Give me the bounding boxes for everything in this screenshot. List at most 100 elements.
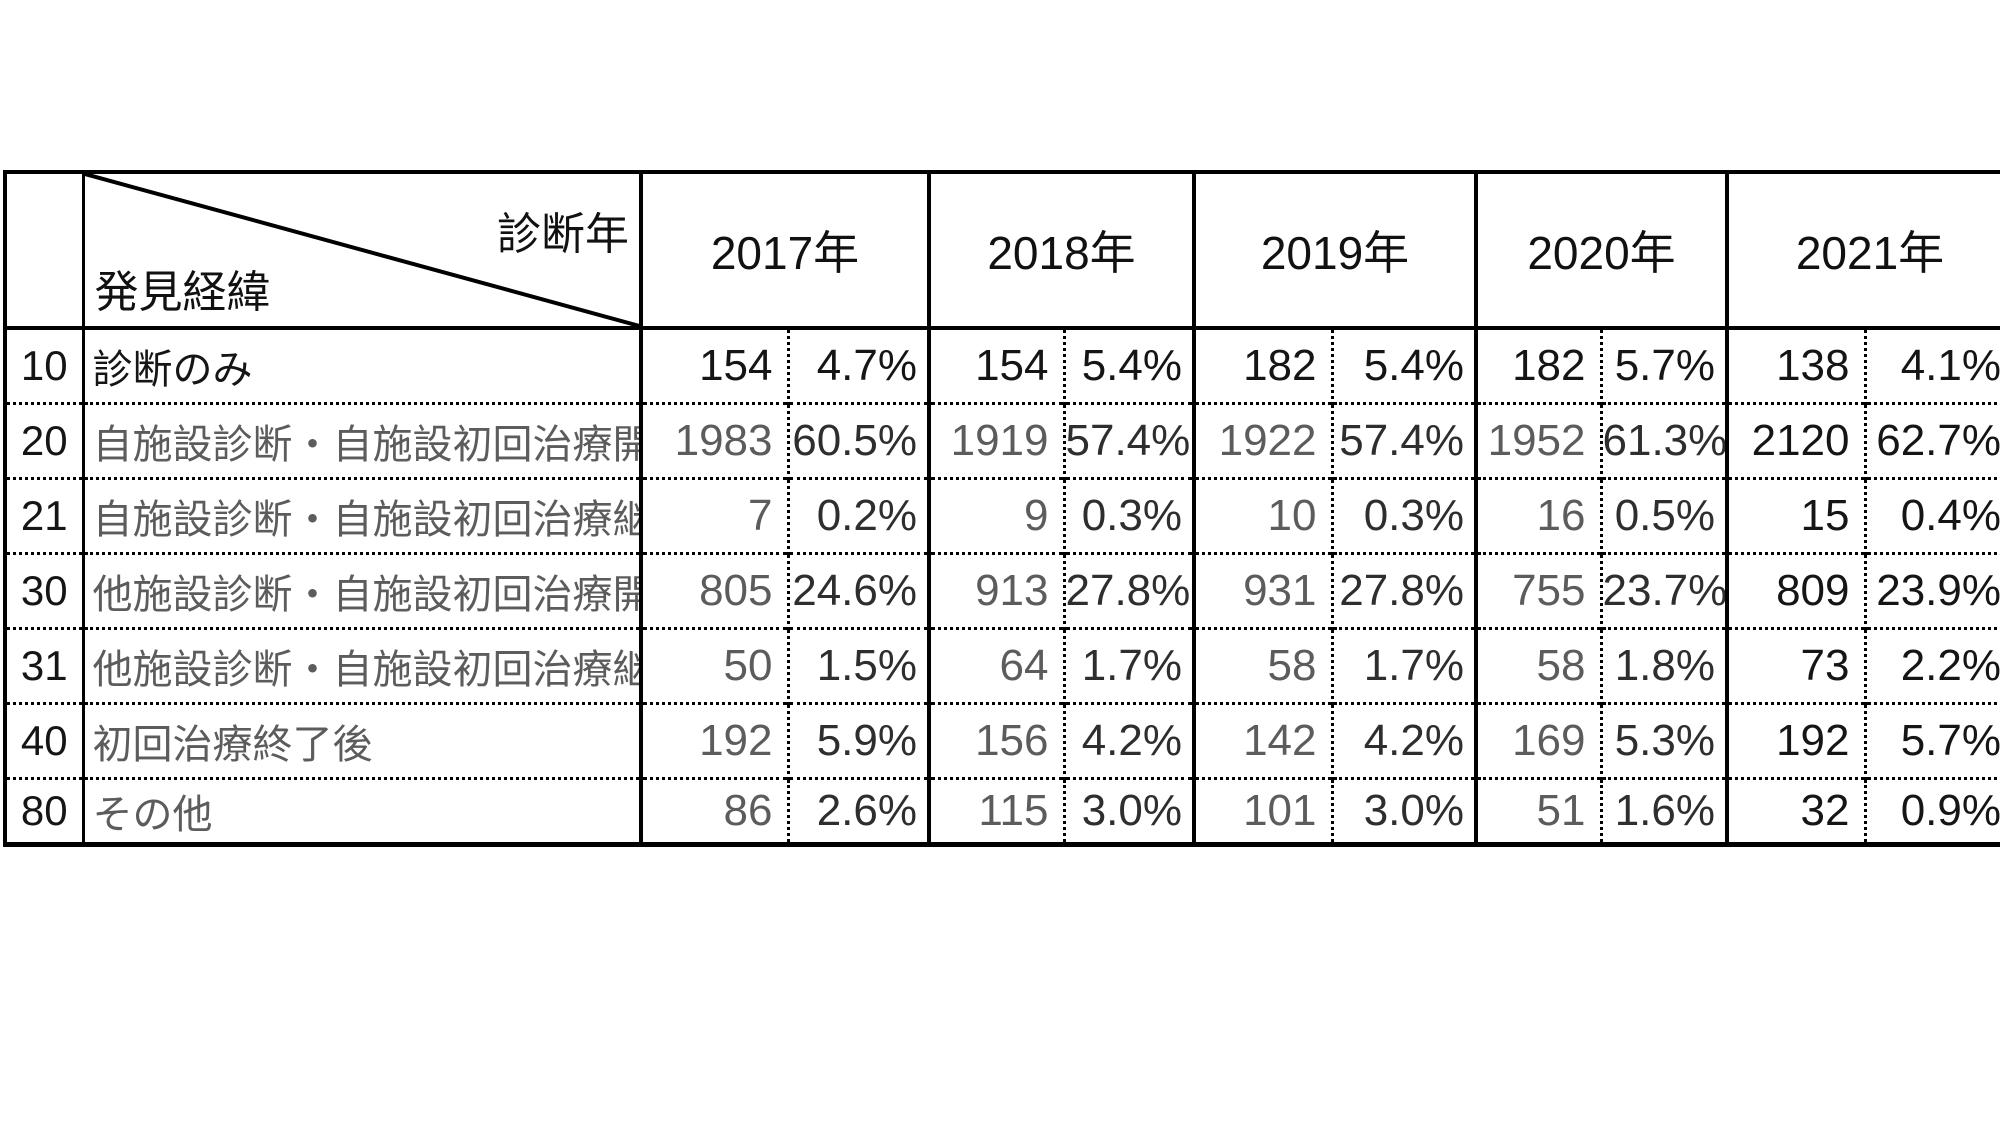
percent-2017: 1.5% [786, 626, 929, 703]
percent-2020: 0.5% [1599, 476, 1727, 553]
percent-2018: 0.3% [1062, 476, 1194, 553]
diagonal-divider-line [85, 174, 640, 326]
count-2020: 58 [1474, 626, 1601, 703]
percent-2017: 5.9% [786, 701, 929, 778]
percent-2020: 1.8% [1599, 626, 1727, 703]
percent-2018: 3.0% [1062, 776, 1194, 844]
count-2019: 182 [1192, 326, 1332, 403]
percent-2019: 5.4% [1330, 326, 1476, 403]
data-table: 診断年 発見経緯 2017年 2018年 2019年 2020年 2021年 1… [3, 170, 2000, 847]
percent-2017: 4.7% [786, 326, 929, 403]
percent-2020: 5.3% [1599, 701, 1727, 778]
row-label: 診断のみ [81, 326, 641, 403]
percent-2021: 5.7% [1863, 701, 2000, 778]
count-2020: 51 [1474, 776, 1601, 844]
count-2020: 1952 [1474, 401, 1601, 478]
count-2018: 1919 [927, 401, 1064, 478]
row-code: 21 [5, 476, 83, 553]
row-label: 初回治療終了後 [81, 701, 641, 778]
percent-2018: 4.2% [1062, 701, 1194, 778]
corner-label-discovery-route: 発見経緯 [94, 268, 271, 317]
year-header-2021: 2021年 [1725, 172, 2000, 330]
count-2019: 10 [1192, 476, 1332, 553]
percent-2019: 4.2% [1330, 701, 1476, 778]
count-2021: 138 [1725, 326, 1865, 403]
row-label: 他施設診断・自施設初回治療継続 [81, 626, 641, 703]
count-2017: 154 [639, 326, 788, 403]
count-2020: 755 [1474, 551, 1601, 628]
percent-2019: 1.7% [1330, 626, 1476, 703]
percent-2018: 27.8% [1062, 551, 1194, 628]
row-label: 自施設診断・自施設初回治療開始 [81, 401, 641, 478]
row-label: 自施設診断・自施設初回治療継続 [81, 476, 641, 553]
row-label: 他施設診断・自施設初回治療開始 [81, 551, 641, 628]
count-2020: 182 [1474, 326, 1601, 403]
year-header-2020: 2020年 [1474, 172, 1727, 330]
table-row-40: 40 初回治療終了後 192 5.9% 156 4.2% 142 4.2% 16… [5, 701, 2000, 778]
row-code: 31 [5, 626, 83, 703]
count-2018: 154 [927, 326, 1064, 403]
count-2018: 9 [927, 476, 1064, 553]
percent-2021: 4.1% [1863, 326, 2000, 403]
header-row: 診断年 発見経緯 2017年 2018年 2019年 2020年 2021年 [5, 172, 2000, 330]
count-2017: 86 [639, 776, 788, 844]
count-2019: 931 [1192, 551, 1332, 628]
percent-2019: 57.4% [1330, 401, 1476, 478]
percent-2021: 0.4% [1863, 476, 2000, 553]
row-code: 80 [5, 776, 83, 844]
percent-2018: 1.7% [1062, 626, 1194, 703]
percent-2019: 27.8% [1330, 551, 1476, 628]
count-2021: 192 [1725, 701, 1865, 778]
count-2018: 64 [927, 626, 1064, 703]
percent-2020: 5.7% [1599, 326, 1727, 403]
percent-2021: 23.9% [1863, 551, 2000, 628]
count-2021: 73 [1725, 626, 1865, 703]
count-2020: 169 [1474, 701, 1601, 778]
count-2017: 7 [639, 476, 788, 553]
row-code: 20 [5, 401, 83, 478]
percent-2017: 60.5% [786, 401, 929, 478]
year-header-2019: 2019年 [1192, 172, 1476, 330]
percent-2021: 62.7% [1863, 401, 2000, 478]
count-2020: 16 [1474, 476, 1601, 553]
count-2017: 1983 [639, 401, 788, 478]
count-2019: 101 [1192, 776, 1332, 844]
year-header-2018: 2018年 [927, 172, 1194, 330]
percent-2017: 2.6% [786, 776, 929, 844]
table-row-21: 21 自施設診断・自施設初回治療継続 7 0.2% 9 0.3% 10 0.3%… [5, 476, 2000, 553]
corner-empty-cell [5, 172, 83, 330]
percent-2020: 1.6% [1599, 776, 1727, 844]
percent-2018: 57.4% [1062, 401, 1194, 478]
table-row-10: 10 診断のみ 154 4.7% 154 5.4% 182 5.4% 182 5… [5, 326, 2000, 403]
percent-2018: 5.4% [1062, 326, 1194, 403]
count-2021: 2120 [1725, 401, 1865, 478]
count-2021: 15 [1725, 476, 1865, 553]
corner-cell: 診断年 発見経緯 [81, 172, 641, 330]
year-header-2017: 2017年 [639, 172, 929, 330]
row-code: 30 [5, 551, 83, 628]
percent-2017: 24.6% [786, 551, 929, 628]
count-2018: 156 [927, 701, 1064, 778]
count-2019: 58 [1192, 626, 1332, 703]
count-2018: 913 [927, 551, 1064, 628]
percent-2017: 0.2% [786, 476, 929, 553]
count-2021: 32 [1725, 776, 1865, 844]
corner-label-diagnosis-year: 診断年 [497, 210, 629, 259]
table-row-31: 31 他施設診断・自施設初回治療継続 50 1.5% 64 1.7% 58 1.… [5, 626, 2000, 703]
count-2017: 805 [639, 551, 788, 628]
percent-2021: 0.9% [1863, 776, 2000, 844]
row-code: 10 [5, 326, 83, 403]
count-2018: 115 [927, 776, 1064, 844]
percent-2021: 2.2% [1863, 626, 2000, 703]
percent-2019: 0.3% [1330, 476, 1476, 553]
count-2019: 142 [1192, 701, 1332, 778]
diagnosis-year-table: 診断年 発見経緯 2017年 2018年 2019年 2020年 2021年 1… [3, 170, 2000, 865]
percent-2019: 3.0% [1330, 776, 1476, 844]
count-2017: 192 [639, 701, 788, 778]
count-2019: 1922 [1192, 401, 1332, 478]
table-row-20: 20 自施設診断・自施設初回治療開始 1983 60.5% 1919 57.4%… [5, 401, 2000, 478]
percent-2020: 23.7% [1599, 551, 1727, 628]
table-row-30: 30 他施設診断・自施設初回治療開始 805 24.6% 913 27.8% 9… [5, 551, 2000, 628]
count-2021: 809 [1725, 551, 1865, 628]
row-code: 40 [5, 701, 83, 778]
